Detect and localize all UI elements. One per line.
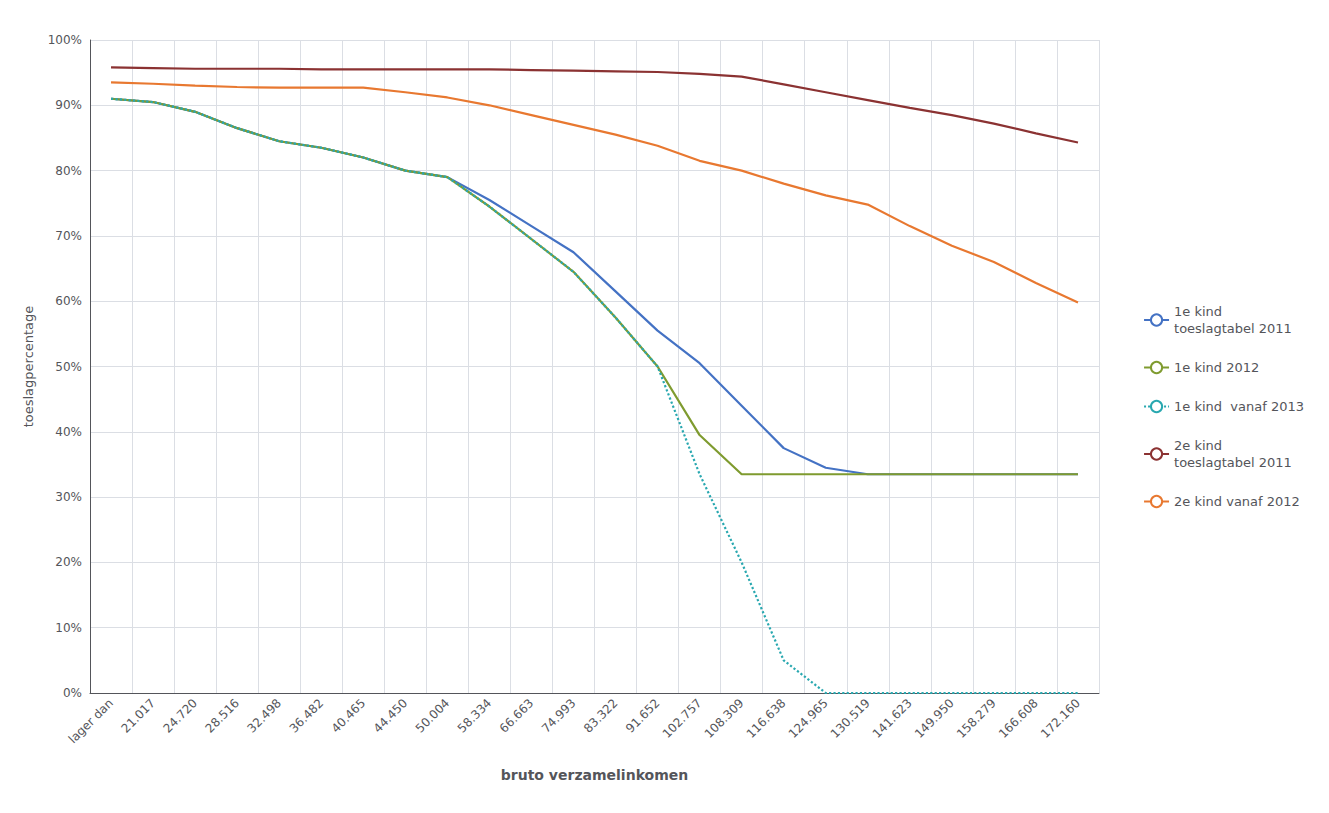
svg-text:158.279: 158.279 <box>954 696 999 741</box>
svg-text:toeslagtabel 2011: toeslagtabel 2011 <box>1174 321 1292 336</box>
svg-text:40.465: 40.465 <box>329 696 369 736</box>
svg-text:1e kind 2012: 1e kind 2012 <box>1174 360 1259 375</box>
svg-text:21.017: 21.017 <box>118 696 158 736</box>
svg-text:116.638: 116.638 <box>744 696 789 741</box>
svg-text:2e kind: 2e kind <box>1174 438 1222 453</box>
svg-text:172.160: 172.160 <box>1038 696 1083 741</box>
svg-text:bruto verzamelinkomen: bruto verzamelinkomen <box>501 767 688 783</box>
svg-text:44.450: 44.450 <box>371 696 411 736</box>
svg-text:32.498: 32.498 <box>245 696 285 736</box>
svg-text:60%: 60% <box>55 294 82 308</box>
svg-text:108.309: 108.309 <box>702 696 747 741</box>
svg-text:149.950: 149.950 <box>912 696 957 741</box>
svg-text:lager dan: lager dan <box>66 696 116 746</box>
svg-text:100%: 100% <box>48 33 82 47</box>
svg-text:28.516: 28.516 <box>203 696 243 736</box>
svg-text:141.623: 141.623 <box>870 696 915 741</box>
svg-text:66.663: 66.663 <box>497 696 537 736</box>
svg-text:2e kind vanaf 2012: 2e kind vanaf 2012 <box>1174 494 1300 509</box>
svg-text:20%: 20% <box>55 555 82 569</box>
svg-text:90%: 90% <box>55 98 82 112</box>
svg-text:40%: 40% <box>55 425 82 439</box>
svg-text:toeslagpercentage: toeslagpercentage <box>21 306 36 428</box>
svg-text:36.482: 36.482 <box>287 696 327 736</box>
svg-text:74.993: 74.993 <box>539 696 579 736</box>
svg-text:91.652: 91.652 <box>623 696 663 736</box>
svg-text:83.322: 83.322 <box>581 696 621 736</box>
svg-text:10%: 10% <box>55 621 82 635</box>
svg-text:1e kind: 1e kind <box>1174 304 1222 319</box>
svg-text:70%: 70% <box>55 229 82 243</box>
svg-text:50%: 50% <box>55 360 82 374</box>
svg-text:24.720: 24.720 <box>161 696 201 736</box>
svg-text:58.334: 58.334 <box>455 696 495 736</box>
svg-text:1e kind vanaf 2013: 1e kind vanaf 2013 <box>1174 399 1304 414</box>
svg-text:166.608: 166.608 <box>996 696 1041 741</box>
svg-text:toeslagtabel 2011: toeslagtabel 2011 <box>1174 455 1292 470</box>
svg-text:80%: 80% <box>55 164 82 178</box>
svg-text:124.965: 124.965 <box>786 696 831 741</box>
svg-text:130.519: 130.519 <box>828 696 873 741</box>
svg-text:102.757: 102.757 <box>660 696 705 741</box>
svg-text:30%: 30% <box>55 490 82 504</box>
svg-text:50.004: 50.004 <box>413 696 453 736</box>
svg-text:0%: 0% <box>63 686 82 700</box>
